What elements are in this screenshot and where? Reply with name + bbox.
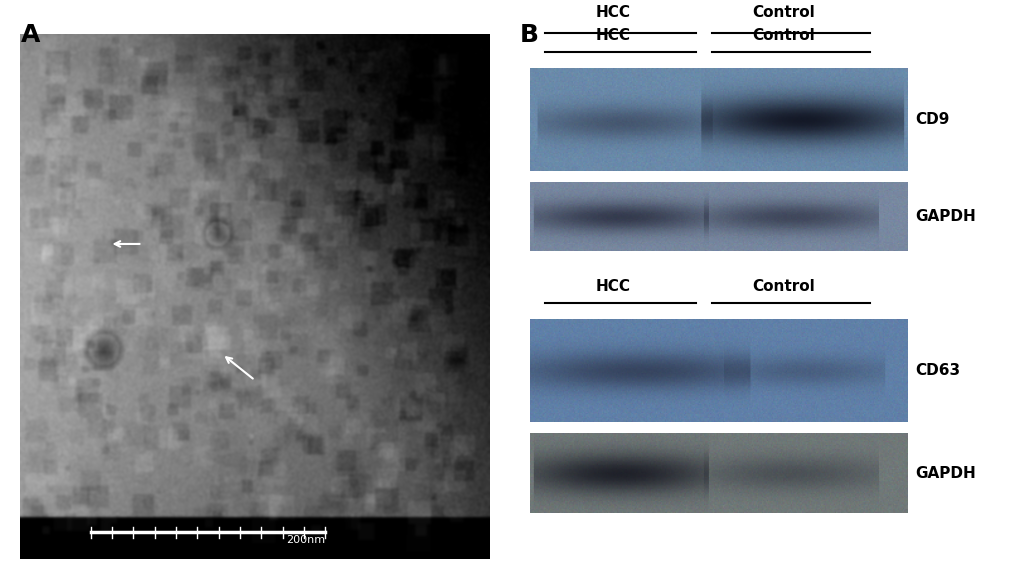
Text: A: A [20, 23, 40, 47]
Text: HCC: HCC [595, 279, 631, 294]
Text: GAPDH: GAPDH [914, 466, 975, 481]
Text: CD9: CD9 [914, 112, 949, 127]
Text: Control: Control [751, 279, 814, 294]
Text: HCC: HCC [595, 5, 631, 19]
Text: 200nm: 200nm [286, 535, 325, 545]
Text: HCC: HCC [595, 28, 631, 43]
Text: B: B [520, 23, 539, 47]
Text: CD63: CD63 [914, 363, 960, 378]
Text: Control: Control [751, 5, 814, 19]
Text: Control: Control [751, 28, 814, 43]
Text: GAPDH: GAPDH [914, 209, 975, 224]
